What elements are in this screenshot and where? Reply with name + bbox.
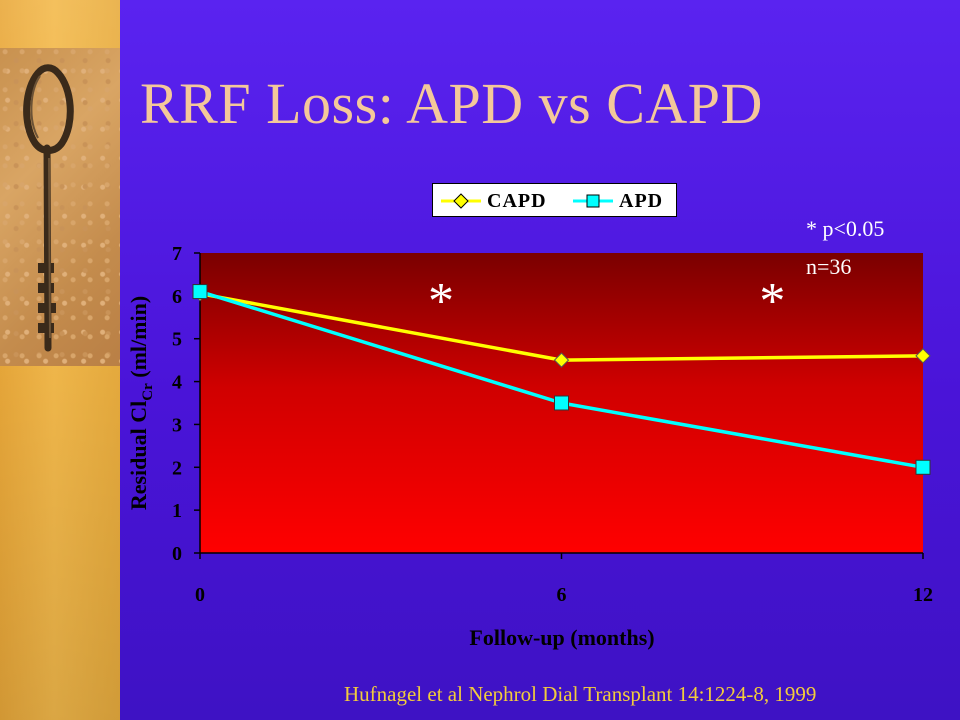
significance-star: * — [759, 273, 785, 330]
x-tick-label: 0 — [195, 584, 205, 606]
data-point-capd — [553, 352, 570, 368]
y-axis-ticks: 0 1 2 3 4 5 6 7 — [172, 243, 200, 565]
citation: Hufnagel et al Nephrol Dial Transplant 1… — [344, 682, 817, 706]
legend-apd-marker — [586, 194, 600, 208]
y-tick-label: 2 — [172, 457, 182, 479]
y-tick-label: 4 — [172, 372, 182, 394]
x-tick-label: 12 — [913, 584, 933, 606]
x-tick-label: 6 — [557, 584, 567, 606]
y-tick-label: 3 — [172, 414, 182, 436]
legend-apd-label: APD — [619, 190, 664, 212]
series-markers — [192, 284, 931, 475]
y-axis-label: Residual ClCr (ml/min) — [126, 296, 156, 510]
legend-capd-label: CAPD — [487, 190, 547, 212]
data-point-capd — [915, 348, 931, 364]
data-point-apd — [915, 459, 931, 475]
data-point-apd — [554, 395, 569, 411]
y-tick-label: 6 — [172, 286, 182, 308]
key-photo — [0, 48, 120, 366]
x-axis-ticks: 0 6 12 — [195, 553, 933, 606]
data-point-apd — [192, 284, 208, 300]
significance-stars: * * — [428, 273, 785, 330]
y-tick-label: 5 — [172, 329, 182, 351]
chart-legend: CAPD APD — [432, 183, 677, 217]
significance-star: * — [428, 273, 454, 330]
y-tick-label: 7 — [172, 243, 182, 265]
significance-note: * p<0.05 — [806, 216, 885, 241]
key-icon — [23, 64, 74, 352]
sample-size-note: n=36 — [806, 254, 852, 279]
legend-swatches — [441, 193, 613, 209]
y-tick-label: 0 — [172, 543, 182, 565]
legend-capd-marker — [453, 193, 469, 209]
slide-title: RRF Loss: APD vs CAPD — [140, 71, 763, 136]
y-tick-label: 1 — [172, 500, 182, 522]
x-axis-label: Follow-up (months) — [469, 625, 654, 650]
